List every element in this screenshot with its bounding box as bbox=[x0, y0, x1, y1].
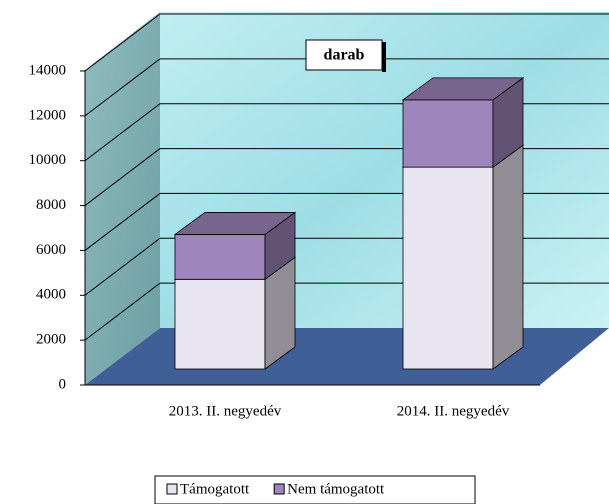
floor bbox=[85, 328, 609, 385]
grid-line bbox=[84, 193, 161, 251]
x-tick-label: 2014. II. negyedév bbox=[397, 403, 510, 419]
bar-top bbox=[401, 77, 525, 101]
legend-items: Támogatott Nem támogatott bbox=[166, 481, 385, 497]
y-tick-label: 4000 bbox=[36, 287, 66, 303]
title-shadow bbox=[382, 42, 386, 72]
x-tick-label: 2013. II. negyedév bbox=[169, 403, 282, 419]
bar-segment bbox=[402, 166, 494, 370]
grid-line bbox=[84, 237, 161, 296]
grid-line bbox=[84, 58, 161, 117]
y-tick-label: 0 bbox=[59, 376, 67, 392]
y-tick-label: 10000 bbox=[29, 152, 67, 168]
chart-title: darab bbox=[324, 47, 365, 64]
grid-line bbox=[84, 148, 161, 206]
bar-segment bbox=[174, 278, 266, 370]
legend-label: Támogatott bbox=[180, 481, 250, 497]
bars bbox=[173, 77, 525, 370]
grid-line bbox=[84, 103, 161, 162]
bar-segment bbox=[402, 99, 494, 168]
y-tick-label: 8000 bbox=[36, 197, 66, 213]
side-wall bbox=[85, 12, 160, 385]
y-tick-label: 12000 bbox=[29, 107, 67, 123]
bar-side bbox=[492, 144, 524, 370]
bar-top bbox=[173, 212, 297, 235]
title-box bbox=[305, 39, 383, 71]
y-tick-label: 6000 bbox=[36, 242, 66, 258]
grid-line bbox=[84, 282, 161, 341]
legend bbox=[154, 475, 476, 504]
legend-swatch bbox=[166, 483, 178, 495]
legend-swatch bbox=[273, 483, 285, 495]
y-tick-label: 14000 bbox=[29, 62, 67, 78]
bar-segment bbox=[174, 234, 266, 280]
grid-line bbox=[84, 13, 161, 72]
legend-label: Nem támogatott bbox=[287, 481, 385, 497]
y-tick-label: 2000 bbox=[36, 332, 66, 348]
